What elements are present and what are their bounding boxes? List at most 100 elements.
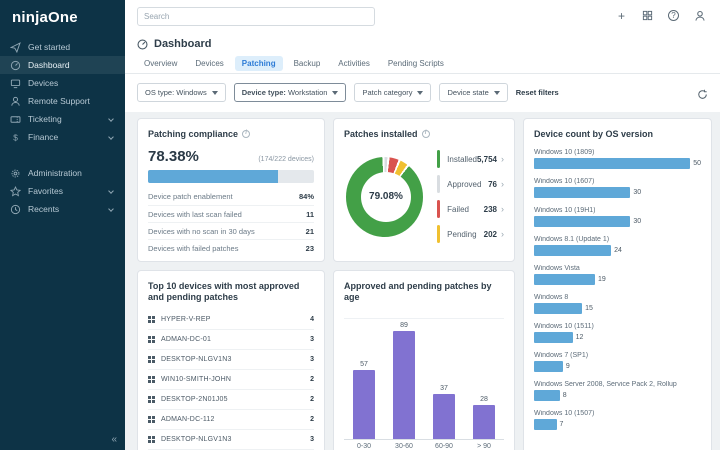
tab-pending-scripts[interactable]: Pending Scripts — [387, 59, 444, 68]
patches-installed-card: Patches installed i 79.08% Installed 5,75… — [333, 118, 515, 262]
plus-icon[interactable]: + — [617, 8, 625, 23]
card-title-text: Device count by OS version — [534, 129, 654, 139]
legend-item-failed[interactable]: Failed 238 › — [437, 200, 504, 219]
person-icon — [10, 96, 21, 107]
device-list-item[interactable]: ADMAN-DC-01 3 — [148, 330, 314, 350]
sidebar-item-get-started[interactable]: Get started — [0, 38, 125, 56]
donut-center-label: 79.08% — [361, 171, 411, 222]
os-bar — [534, 187, 631, 199]
help-icon[interactable]: ? — [667, 9, 680, 22]
compliance-stat-row[interactable]: Devices with no scan in 30 days 21 — [148, 222, 314, 239]
refresh-icon[interactable] — [697, 87, 708, 105]
compliance-stat-row[interactable]: Devices with failed patches 23 — [148, 239, 314, 256]
user-icon[interactable] — [693, 9, 706, 22]
legend-item-approved[interactable]: Approved 76 › — [437, 175, 504, 194]
stat-value: 21 — [305, 226, 314, 236]
gear-icon — [10, 168, 21, 179]
sidebar-item-label: Remote Support — [28, 96, 90, 106]
info-icon[interactable]: i — [421, 130, 430, 138]
compliance-progress-bar — [148, 170, 314, 184]
device-list-item[interactable]: ADMAN-DC-112 2 — [148, 410, 314, 430]
filter-os-type[interactable]: OS type: Windows — [137, 83, 226, 102]
device-list-item[interactable]: HYPER-V-REP 4 — [148, 310, 314, 330]
tab-overview[interactable]: Overview — [144, 59, 178, 68]
compliance-stat-row[interactable]: Devices with last scan failed 11 — [148, 205, 314, 222]
filter-device-state-label: Device state — [447, 88, 489, 97]
tabs-divider — [125, 73, 720, 74]
filter-patch-category[interactable]: Patch category — [354, 83, 432, 102]
os-version-row: Windows 8.1 (Update 1) 24 — [534, 236, 701, 257]
sidebar-item-dashboard[interactable]: Dashboard — [0, 56, 125, 74]
os-bar — [534, 361, 563, 373]
sidebar-item-remote-support[interactable]: Remote Support — [0, 92, 125, 110]
tab-activities[interactable]: Activities — [338, 59, 370, 68]
sidebar-item-finance[interactable]: $ Finance — [0, 128, 125, 146]
card-title: Patching compliance i — [148, 129, 314, 140]
os-bar — [534, 216, 631, 228]
sidebar-item-recents[interactable]: Recents — [0, 200, 125, 218]
sidebar-collapse-button[interactable]: « — [111, 434, 117, 445]
ticket-icon — [10, 114, 21, 125]
caret-down-icon — [417, 90, 424, 95]
sidebar-item-devices[interactable]: Devices — [0, 74, 125, 92]
age-bar — [393, 330, 415, 439]
os-version-label: Windows 8.1 (Update 1) — [534, 236, 610, 244]
legend-label: Pending — [447, 229, 477, 239]
device-list-item[interactable]: DESKTOP-2N01J05 2 — [148, 390, 314, 410]
os-version-row: Windows 8 15 — [534, 294, 701, 315]
device-name: HYPER-V-REP — [161, 315, 211, 323]
os-bar-line: 30 — [534, 216, 701, 228]
chevron-down-icon — [108, 116, 114, 122]
legend-item-installed[interactable]: Installed 5,754 › — [437, 150, 504, 169]
device-list-item[interactable]: DESKTOP-NLGV1N3 3 — [148, 430, 314, 450]
filter-device-state[interactable]: Device state — [439, 83, 508, 102]
chevron-down-icon — [108, 134, 114, 140]
legend-value: 76 — [488, 179, 497, 189]
tab-devices[interactable]: Devices — [195, 59, 224, 68]
age-bar-value: 57 — [360, 360, 368, 368]
age-bar-column: 37 — [424, 318, 464, 439]
legend-item-pending[interactable]: Pending 202 › — [437, 225, 504, 244]
os-bar — [534, 332, 573, 344]
reset-filters-button[interactable]: Reset filters — [515, 88, 559, 97]
device-list-item[interactable]: DESKTOP-NLGV1N3 3 — [148, 350, 314, 370]
windows-icon — [148, 415, 155, 423]
age-chart-plot: 57 89 37 28 — [344, 317, 504, 440]
os-version-label: Windows Server 2008, Service Pack 2, Rol… — [534, 381, 677, 389]
search-input[interactable] — [137, 7, 375, 26]
os-version-bar-list: Windows 10 (1809) 50 Windows 10 (1607) 3… — [534, 149, 701, 431]
os-version-label: Windows 10 (19H1) — [534, 207, 596, 215]
help-glyph: ? — [668, 10, 679, 21]
os-bar-line: 30 — [534, 187, 701, 199]
sidebar-item-administration[interactable]: Administration — [0, 164, 125, 182]
os-bar — [534, 419, 557, 431]
os-bar — [534, 390, 560, 402]
os-bar-value: 9 — [565, 363, 570, 371]
sidebar-item-favorites[interactable]: Favorites — [0, 182, 125, 200]
windows-icon — [148, 435, 155, 443]
os-version-label: Windows 10 (1511) — [534, 323, 594, 331]
caret-down-icon — [332, 90, 339, 95]
device-list-item[interactable]: WIN10-SMITH-JOHN 2 — [148, 370, 314, 390]
device-patch-count: 3 — [310, 335, 314, 343]
tab-patching[interactable]: Patching — [234, 56, 283, 71]
compliance-stat-row[interactable]: Device patch enablement 84% — [148, 188, 314, 205]
device-name: DESKTOP-2N01J05 — [161, 395, 228, 403]
os-bar — [534, 274, 595, 286]
age-x-tick: 30-60 — [395, 442, 413, 450]
filter-os-type-label: OS type: Windows — [145, 88, 207, 97]
tab-bar: Overview Devices Patching Backup Activit… — [137, 56, 451, 71]
info-icon[interactable]: i — [242, 130, 251, 138]
os-version-row: Windows 10 (1507) 7 — [534, 410, 701, 431]
stat-label: Devices with no scan in 30 days — [148, 226, 255, 236]
caret-down-icon — [211, 90, 218, 95]
stat-label: Device patch enablement — [148, 192, 233, 202]
device-patch-count: 3 — [310, 355, 314, 363]
tab-backup[interactable]: Backup — [293, 59, 321, 68]
filter-device-type[interactable]: Device type: Workstation — [233, 83, 347, 102]
age-bar — [353, 369, 375, 439]
os-version-row: Windows 10 (1607) 30 — [534, 178, 701, 199]
sidebar-item-ticketing[interactable]: Ticketing — [0, 110, 125, 128]
apps-grid-icon[interactable] — [641, 9, 654, 22]
stat-value: 84% — [298, 192, 314, 202]
